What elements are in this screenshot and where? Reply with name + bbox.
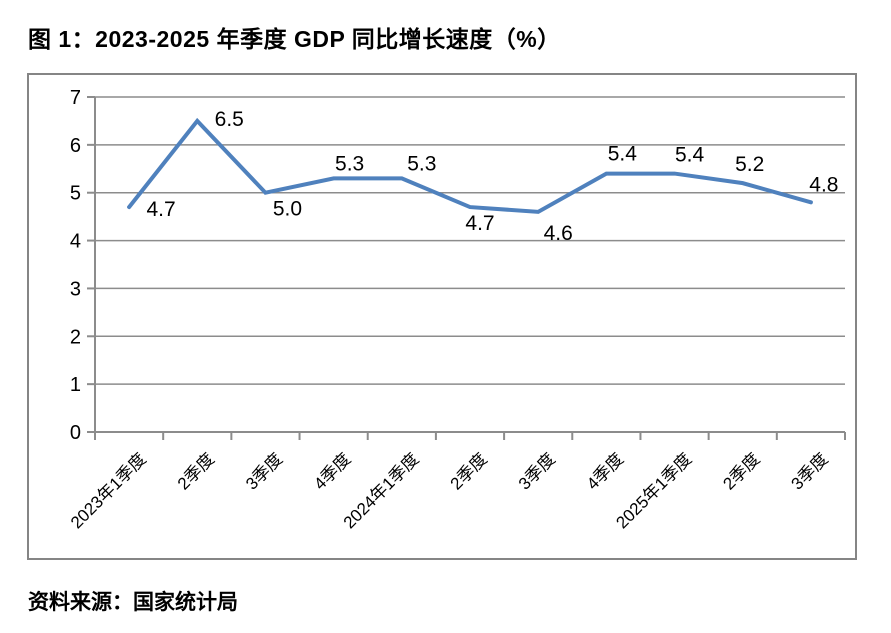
y-axis-label: 4 [70, 231, 81, 253]
data-label: 5.3 [407, 152, 436, 175]
data-label: 5.0 [273, 198, 302, 221]
data-label: 5.4 [675, 144, 705, 167]
data-label: 4.8 [809, 173, 838, 196]
y-axis-label: 6 [70, 135, 81, 157]
gdp-series-line [127, 117, 813, 214]
chart-title: 图 1：2023-2025 年季度 GDP 同比增长速度（%） [28, 26, 561, 52]
data-label: 5.4 [608, 143, 638, 166]
y-axis-label: 3 [70, 278, 81, 300]
data-label: 4.6 [544, 222, 573, 245]
x-axis-label: 3季度 [242, 449, 286, 493]
y-axis-label: 0 [70, 422, 81, 444]
x-axis-label: 2季度 [719, 449, 763, 493]
source-note: 资料来源：国家统计局 [28, 591, 238, 614]
data-label: 5.2 [735, 153, 764, 176]
y-axis-label: 7 [70, 87, 81, 109]
chart-frame: 0 1 2 3 4 5 6 7 2023年1季度 2季度 3季度 4季度 2024年1季度 2季度 3季度 4… [27, 73, 857, 560]
y-axis-label: 1 [70, 374, 81, 396]
x-axis-label: 4季度 [583, 449, 627, 493]
data-label: 5.3 [335, 152, 364, 175]
y-axis-label: 2 [70, 326, 81, 348]
x-axis-label: 2季度 [174, 449, 218, 493]
data-label: 4.7 [146, 198, 175, 221]
x-axis-label: 4季度 [310, 449, 354, 493]
x-axis-label: 2023年1季度 [67, 449, 150, 532]
x-axis-label: 3季度 [788, 449, 832, 493]
x-axis-label: 3季度 [515, 449, 559, 493]
y-axis-label: 5 [70, 183, 81, 205]
data-label: 4.7 [465, 212, 494, 235]
x-axis-label: 2季度 [447, 449, 491, 493]
data-label: 6.5 [215, 108, 244, 131]
